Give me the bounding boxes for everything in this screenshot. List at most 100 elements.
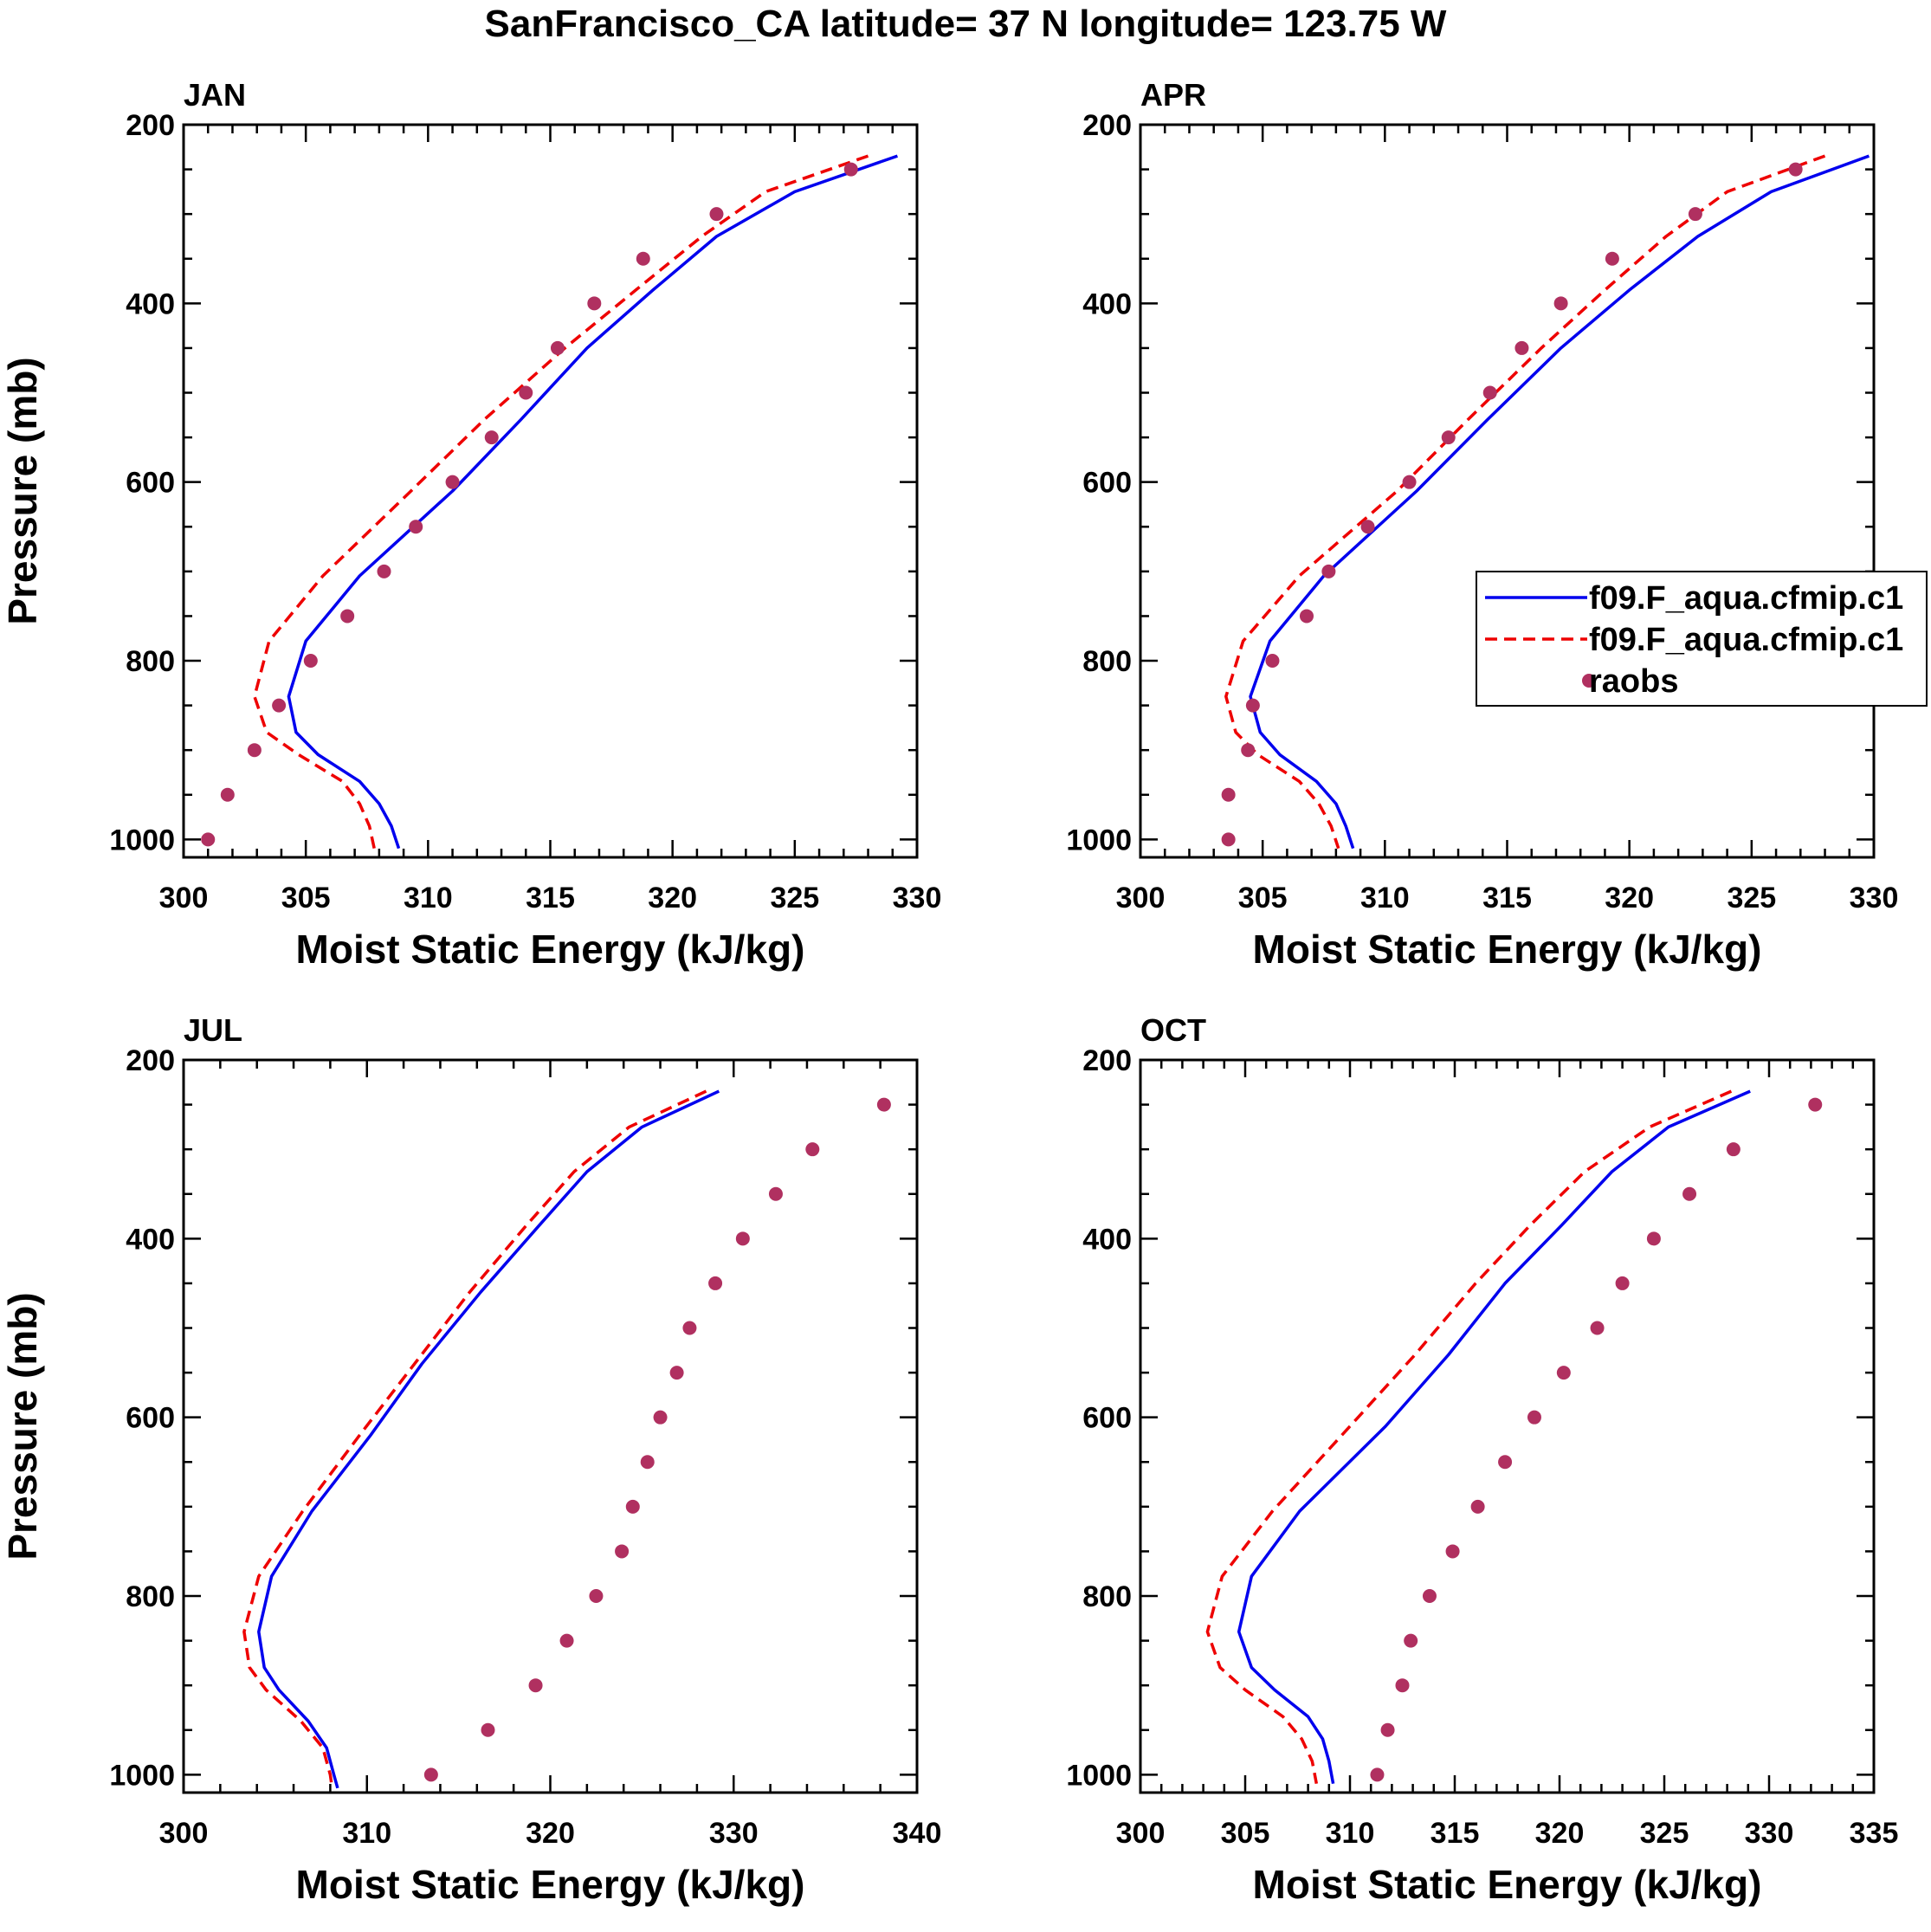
y-tick-label: 400 xyxy=(126,1223,175,1256)
y-tick-label: 1000 xyxy=(109,1759,175,1792)
raobs-point xyxy=(1590,1321,1605,1335)
y-tick-label: 800 xyxy=(126,645,175,678)
raobs-point xyxy=(1470,1499,1485,1514)
x-tick-label: 305 xyxy=(1221,1817,1270,1850)
raobs-point xyxy=(1395,1678,1410,1693)
plot-frame xyxy=(1139,1058,1876,1794)
y-tick-label: 200 xyxy=(1082,109,1132,142)
x-tick-label: 310 xyxy=(342,1817,391,1850)
panel-jul: 300 310 320 330 340 200 400 600 800 1000 JUL Moist … xyxy=(0,1012,941,1907)
panel-apr: 300 305 310 315 320 325 330 200 400 600 800 1000 APR… xyxy=(1066,77,1898,972)
x-tick-label: 335 xyxy=(1850,1817,1899,1850)
model-solid-line xyxy=(257,1089,720,1789)
y-axis-label: Pressure (mb) xyxy=(0,1292,45,1560)
raobs-point xyxy=(876,1097,891,1112)
model-dashed-line xyxy=(1205,1089,1733,1785)
raobs-point xyxy=(247,743,262,758)
raobs-point xyxy=(1682,1186,1697,1201)
x-tick-label: 310 xyxy=(1326,1817,1375,1850)
raobs-point xyxy=(519,385,533,400)
y-axis-label: Pressure (mb) xyxy=(0,357,45,624)
series-group xyxy=(1205,1089,1823,1785)
x-tick-label: 330 xyxy=(1850,882,1899,914)
x-tick-label: 315 xyxy=(526,882,575,914)
y-tick-label: 200 xyxy=(126,1044,175,1077)
raobs-point xyxy=(1360,520,1375,534)
raobs-point xyxy=(423,1767,438,1782)
raobs-point xyxy=(1221,832,1236,847)
x-tick-label: 310 xyxy=(1360,882,1410,914)
raobs-point xyxy=(1605,251,1619,266)
raobs-point xyxy=(1245,698,1260,713)
x-tick-label: 320 xyxy=(1605,882,1654,914)
x-axis-label: Moist Static Energy (kJ/kg) xyxy=(296,927,805,972)
raobs-point xyxy=(709,207,724,222)
raobs-point xyxy=(1445,1544,1460,1559)
raobs-point xyxy=(1402,475,1417,489)
y-tick-label: 1000 xyxy=(1066,824,1132,856)
raobs-point xyxy=(1422,1589,1437,1604)
raobs-point xyxy=(768,1186,783,1201)
model-solid-line xyxy=(1249,154,1870,850)
x-tick-label: 320 xyxy=(1535,1817,1585,1850)
y-tick-label: 800 xyxy=(1082,645,1132,678)
raobs-point xyxy=(708,1276,723,1290)
series-group xyxy=(201,154,898,850)
x-axis-label: Moist Static Energy (kJ/kg) xyxy=(296,1862,805,1907)
raobs-point xyxy=(484,430,499,445)
raobs-point xyxy=(1808,1097,1823,1112)
raobs-point xyxy=(1688,207,1702,222)
model-dashed-line xyxy=(1224,154,1826,850)
raobs-point xyxy=(1221,787,1236,802)
x-tick-label: 325 xyxy=(770,882,819,914)
panel-oct: 300 305 310 315 320 325 330 335 200 400 600 800 1000… xyxy=(1066,1012,1898,1907)
y-tick-label: 600 xyxy=(126,467,175,500)
raobs-point xyxy=(843,162,858,177)
raobs-point xyxy=(653,1410,668,1425)
raobs-point xyxy=(303,654,318,669)
raobs-point xyxy=(1370,1767,1385,1782)
model-dashed-line xyxy=(242,1089,707,1789)
y-tick-label: 600 xyxy=(1082,467,1132,500)
x-axis-label: Moist Static Energy (kJ/kg) xyxy=(1253,927,1762,972)
legend: f09.F_aqua.cfmip.c1 f09.F_aqua.cfmip.c1ra… xyxy=(1476,571,1928,707)
y-tick-label: 1000 xyxy=(1066,1759,1132,1792)
raobs-point xyxy=(1299,609,1314,624)
raobs-point xyxy=(615,1544,630,1559)
panel-label: OCT xyxy=(1140,1012,1206,1048)
x-tick-label: 330 xyxy=(1745,1817,1794,1850)
raobs-point xyxy=(377,564,391,578)
y-tick-label: 600 xyxy=(1082,1402,1132,1435)
series-group xyxy=(242,1089,891,1789)
x-tick-label: 325 xyxy=(1640,1817,1689,1850)
raobs-point xyxy=(201,832,216,847)
x-tick-label: 330 xyxy=(709,1817,759,1850)
legend-marker xyxy=(1582,674,1596,688)
x-tick-label: 300 xyxy=(1116,1817,1166,1850)
raobs-point xyxy=(340,609,355,624)
x-tick-label: 310 xyxy=(404,882,453,914)
raobs-point xyxy=(669,1366,684,1380)
y-tick-label: 400 xyxy=(1082,1223,1132,1256)
x-tick-label: 305 xyxy=(1238,882,1288,914)
raobs-point xyxy=(1788,162,1803,177)
raobs-point xyxy=(1380,1722,1395,1737)
raobs-point xyxy=(1441,430,1456,445)
raobs-point xyxy=(445,475,460,489)
raobs-point xyxy=(1527,1410,1541,1425)
raobs-point xyxy=(1482,385,1497,400)
y-tick-label: 400 xyxy=(1082,288,1132,320)
x-tick-label: 320 xyxy=(648,882,697,914)
raobs-point xyxy=(1241,743,1256,758)
y-tick-label: 200 xyxy=(1082,1044,1132,1077)
legend-label: f09.F_aqua.cfmip.c1 xyxy=(1589,580,1903,617)
raobs-point xyxy=(272,698,287,713)
x-tick-label: 300 xyxy=(159,882,209,914)
model-dashed-line xyxy=(253,154,869,850)
legend-label: f09.F_aqua.cfmip.c1 xyxy=(1589,622,1903,658)
legend-label: raobs xyxy=(1589,663,1678,700)
panels: 300 305 310 315 320 325 330 200 400 600 800 1000 JAN… xyxy=(0,77,1898,1907)
panel-label: JAN xyxy=(184,77,246,113)
raobs-point xyxy=(1321,564,1336,578)
